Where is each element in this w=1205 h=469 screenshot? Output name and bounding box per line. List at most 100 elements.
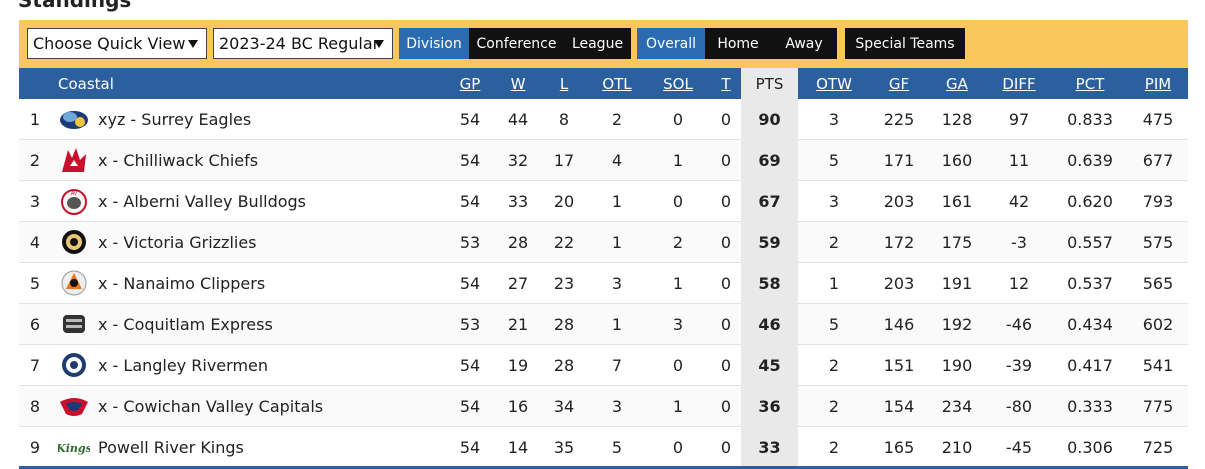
team-logo-icon: [58, 392, 90, 420]
column-header-otw[interactable]: OTW: [816, 74, 852, 93]
w-cell: 28: [507, 233, 529, 252]
gp-cell: 53: [459, 315, 481, 334]
sol-cell: 2: [672, 233, 684, 252]
otw-cell: 2: [828, 397, 840, 416]
team-name-link[interactable]: x - Cowichan Valley Capitals: [98, 397, 324, 416]
t-cell: 0: [720, 274, 732, 293]
w-cell: 16: [507, 397, 529, 416]
column-header-pts[interactable]: PTS: [741, 68, 798, 99]
special-teams-group: Special Teams: [845, 28, 965, 59]
pim-cell: 602: [1142, 315, 1174, 334]
chevron-down-icon: [374, 40, 384, 48]
season-select[interactable]: 2023-24 BC Regular: [213, 28, 393, 59]
team-name-link[interactable]: x - Chilliwack Chiefs: [98, 151, 259, 170]
table-row: 1 xyz - Surrey Eagles 54 44 8 2 0 0 90 3 225 128 97 0…: [19, 99, 1188, 140]
otl-cell: 1: [611, 192, 623, 211]
gf-cell: 151: [883, 356, 915, 375]
away-button[interactable]: Away: [785, 35, 823, 52]
rank-cell: 2: [29, 151, 41, 170]
w-cell: 19: [507, 356, 529, 375]
pct-cell: 0.833: [1067, 110, 1113, 129]
ga-cell: 234: [941, 397, 973, 416]
column-header-diff[interactable]: DIFF: [1002, 74, 1036, 93]
l-cell: 28: [553, 315, 575, 334]
ga-cell: 190: [941, 356, 973, 375]
pts-cell: 67: [741, 181, 798, 222]
gp-cell: 54: [459, 438, 481, 457]
otl-cell: 1: [611, 315, 623, 334]
pim-cell: 793: [1142, 192, 1174, 211]
ga-cell: 210: [941, 438, 973, 457]
ga-cell: 175: [941, 233, 973, 252]
table-row: 4 x - Victoria Grizzlies 53 28 22 1 2 0 59 2 172 17…: [19, 222, 1188, 263]
split-button-group: Overall Home Away: [637, 28, 837, 59]
l-cell: 20: [553, 192, 575, 211]
table-row: 9 Kings Powell River Kings 54 14 35 5 0 0 33 2 165 2…: [19, 427, 1188, 468]
column-header-gp[interactable]: GP: [459, 74, 481, 93]
ga-cell: 128: [941, 110, 973, 129]
team-logo-icon: [58, 146, 90, 174]
table-row: 8 x - Cowichan Valley Capitals 54 16 34 3 1 0 36…: [19, 386, 1188, 427]
division-header: Coastal: [58, 74, 114, 93]
team-logo-icon: [58, 269, 90, 297]
gp-cell: 54: [459, 192, 481, 211]
table-row: 3 AV x - Alberni Valley Bulldogs 54 33 20 1 0 0 6…: [19, 181, 1188, 222]
column-header-t[interactable]: T: [721, 74, 731, 93]
column-header-gf[interactable]: GF: [888, 74, 910, 93]
conference-button[interactable]: Conference: [476, 35, 557, 52]
league-button[interactable]: League: [571, 35, 624, 52]
overall-button[interactable]: Overall: [637, 28, 705, 59]
diff-cell: 97: [1008, 110, 1030, 129]
team-name-link[interactable]: Powell River Kings: [98, 438, 244, 457]
team-name-link[interactable]: x - Victoria Grizzlies: [98, 233, 257, 252]
division-button[interactable]: Division: [399, 28, 469, 59]
sol-cell: 0: [672, 438, 684, 457]
w-cell: 21: [507, 315, 529, 334]
gf-cell: 171: [883, 151, 915, 170]
w-cell: 27: [507, 274, 529, 293]
column-header-l[interactable]: L: [559, 74, 569, 93]
season-value: 2023-24 BC Regular: [219, 34, 380, 53]
pts-cell: 59: [741, 222, 798, 263]
team-name-link[interactable]: x - Nanaimo Clippers: [98, 274, 266, 293]
team-name-link[interactable]: xyz - Surrey Eagles: [98, 110, 252, 129]
rank-cell: 9: [29, 438, 41, 457]
special-teams-button[interactable]: Special Teams: [855, 35, 955, 52]
sol-cell: 0: [672, 356, 684, 375]
t-cell: 0: [720, 315, 732, 334]
otw-cell: 3: [828, 192, 840, 211]
ga-cell: 191: [941, 274, 973, 293]
sol-cell: 3: [672, 315, 684, 334]
column-header-sol[interactable]: SOL: [663, 74, 693, 93]
column-header-otl[interactable]: OTL: [602, 74, 632, 93]
gp-cell: 54: [459, 356, 481, 375]
pim-cell: 677: [1142, 151, 1174, 170]
gp-cell: 54: [459, 397, 481, 416]
diff-cell: -80: [1005, 397, 1033, 416]
column-header-pct[interactable]: PCT: [1075, 74, 1105, 93]
pct-cell: 0.434: [1067, 315, 1113, 334]
team-name-link[interactable]: x - Langley Rivermen: [98, 356, 269, 375]
l-cell: 34: [553, 397, 575, 416]
column-header-pim[interactable]: PIM: [1144, 74, 1172, 93]
column-header-ga[interactable]: GA: [946, 74, 968, 93]
rank-cell: 7: [29, 356, 41, 375]
home-button[interactable]: Home: [717, 35, 759, 52]
diff-cell: -46: [1005, 315, 1033, 334]
standings-table: Coastal GP W L OTL SOL T PTS OTW GF GA D…: [19, 68, 1188, 468]
l-cell: 8: [558, 110, 570, 129]
sol-cell: 0: [672, 110, 684, 129]
team-name-link[interactable]: x - Coquitlam Express: [98, 315, 273, 334]
table-bottom-border: [19, 466, 1188, 469]
filter-bar: Choose Quick View 2023-24 BC Regular Div…: [19, 20, 1188, 68]
column-header-w[interactable]: W: [510, 74, 526, 93]
quick-view-select[interactable]: Choose Quick View: [27, 28, 207, 59]
w-cell: 14: [507, 438, 529, 457]
l-cell: 23: [553, 274, 575, 293]
team-name-link[interactable]: x - Alberni Valley Bulldogs: [98, 192, 307, 211]
gp-cell: 54: [459, 110, 481, 129]
sol-cell: 0: [672, 192, 684, 211]
gf-cell: 203: [883, 192, 915, 211]
team-logo-icon: Kings: [55, 433, 92, 461]
pct-cell: 0.306: [1067, 438, 1113, 457]
